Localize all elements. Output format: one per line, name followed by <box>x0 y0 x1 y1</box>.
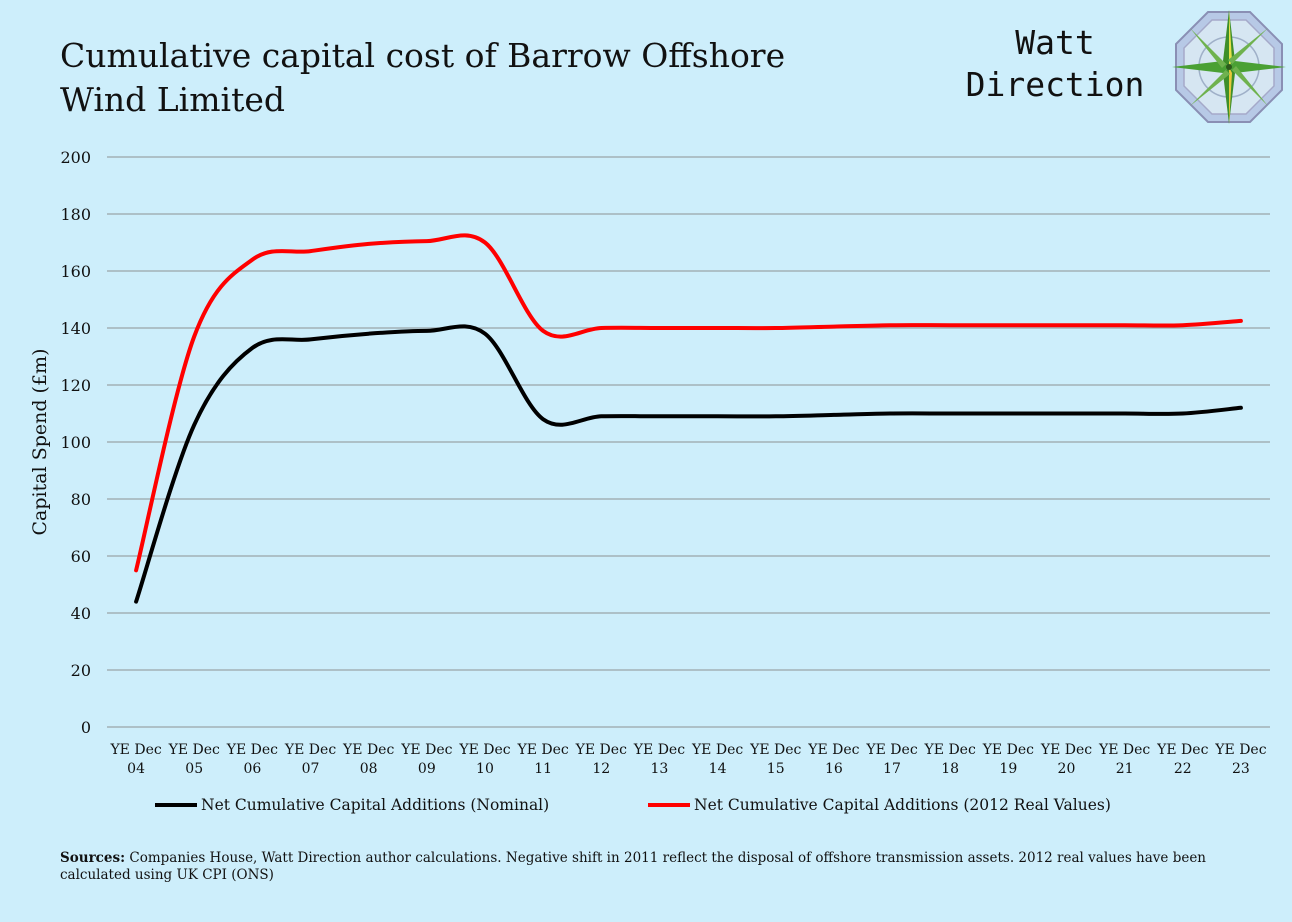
x-tick-label-bottom-2: 06 <box>243 761 261 777</box>
x-tick-label-top-0: YE Dec <box>109 742 161 758</box>
y-tick-label-200: 200 <box>60 148 91 167</box>
legend-swatch-nominal <box>155 803 197 807</box>
series-line-0 <box>134 324 1243 604</box>
x-tick-label-bottom-6: 10 <box>476 761 494 777</box>
x-tick-label-top-14: YE Dec <box>924 742 976 758</box>
gridlines <box>107 156 1270 728</box>
x-tick-label-top-19: YE Dec <box>1214 742 1266 758</box>
brand-line-2: Direction <box>965 65 1145 104</box>
x-tick-label-top-4: YE Dec <box>342 742 394 758</box>
x-tick-label-bottom-5: 09 <box>418 761 436 777</box>
legend-entry-real: Net Cumulative Capital Additions (2012 R… <box>648 796 1111 814</box>
x-tick-label-top-2: YE Dec <box>226 742 278 758</box>
x-tick-label-top-18: YE Dec <box>1156 742 1208 758</box>
y-tick-label-140: 140 <box>60 319 91 338</box>
y-tick-label-160: 160 <box>60 262 91 281</box>
series-lines <box>134 233 1243 604</box>
x-tick-label-top-9: YE Dec <box>633 742 685 758</box>
x-tick-label-top-5: YE Dec <box>400 742 452 758</box>
y-tick-label-0: 0 <box>81 718 91 737</box>
x-tick-label-bottom-9: 13 <box>651 761 669 777</box>
x-tick-label-bottom-8: 12 <box>592 761 610 777</box>
x-tick-label-top-8: YE Dec <box>575 742 627 758</box>
legend-swatch-real <box>648 803 690 807</box>
x-tick-label-top-7: YE Dec <box>516 742 568 758</box>
y-tick-label-120: 120 <box>60 376 91 395</box>
x-tick-label-bottom-16: 20 <box>1058 761 1076 777</box>
y-tick-label-60: 60 <box>71 547 91 566</box>
y-axis-label: Capital Spend (£m) <box>29 349 51 536</box>
x-tick-label-bottom-0: 04 <box>127 761 145 777</box>
series-line-1 <box>134 233 1243 573</box>
sources-text: Companies House, Watt Direction author c… <box>60 850 1207 883</box>
chart-title: Cumulative capital cost of Barrow Offsho… <box>60 36 786 119</box>
x-tick-label-top-17: YE Dec <box>1098 742 1150 758</box>
sources-note: Sources: Companies House, Watt Direction… <box>60 850 1220 884</box>
x-tick-label-bottom-19: 23 <box>1232 761 1250 777</box>
x-tick-label-top-1: YE Dec <box>168 742 220 758</box>
x-tick-label-bottom-15: 19 <box>999 761 1017 777</box>
brand-wordmark: Watt Direction <box>940 22 1170 106</box>
x-tick-label-top-6: YE Dec <box>458 742 510 758</box>
brand-line-1: Watt <box>1015 23 1095 62</box>
x-tick-label-top-11: YE Dec <box>749 742 801 758</box>
chart-legend: Net Cumulative Capital Additions (Nomina… <box>0 792 1292 820</box>
x-tick-label-bottom-17: 21 <box>1116 761 1134 777</box>
x-tick-label-bottom-1: 05 <box>185 761 203 777</box>
sources-label: Sources: <box>60 850 126 866</box>
y-tick-label-100: 100 <box>60 433 91 452</box>
y-tick-label-40: 40 <box>71 604 91 623</box>
x-tick-label-top-10: YE Dec <box>691 742 743 758</box>
legend-label-nominal: Net Cumulative Capital Additions (Nomina… <box>201 796 550 814</box>
x-tick-label-top-13: YE Dec <box>865 742 917 758</box>
x-tick-label-bottom-14: 18 <box>941 761 959 777</box>
x-tick-label-top-16: YE Dec <box>1040 742 1092 758</box>
legend-entry-nominal: Net Cumulative Capital Additions (Nomina… <box>155 796 549 814</box>
x-tick-label-top-3: YE Dec <box>284 742 336 758</box>
x-tick-label-top-12: YE Dec <box>807 742 859 758</box>
x-tick-label-top-15: YE Dec <box>982 742 1034 758</box>
x-tick-label-bottom-3: 07 <box>302 761 320 777</box>
y-tick-label-20: 20 <box>71 661 91 680</box>
x-axis-tick-labels: YE Dec 04 YE Dec 05 YE Dec 06 YE Dec 07 YE Dec 08… <box>109 742 1266 777</box>
y-axis-tick-labels: 0 20 40 60 80 100 120 140 160 180 200 <box>60 148 91 737</box>
compass-logo-icon <box>1172 10 1286 124</box>
y-tick-label-180: 180 <box>60 205 91 224</box>
y-tick-label-80: 80 <box>71 490 91 509</box>
x-tick-label-bottom-13: 17 <box>883 761 901 777</box>
x-tick-label-bottom-10: 14 <box>709 761 727 777</box>
x-tick-label-bottom-4: 08 <box>360 761 378 777</box>
x-tick-label-bottom-12: 16 <box>825 761 843 777</box>
x-tick-label-bottom-18: 22 <box>1174 761 1192 777</box>
legend-label-real: Net Cumulative Capital Additions (2012 R… <box>694 796 1111 814</box>
x-tick-label-bottom-7: 11 <box>534 761 552 777</box>
x-tick-label-bottom-11: 15 <box>767 761 785 777</box>
